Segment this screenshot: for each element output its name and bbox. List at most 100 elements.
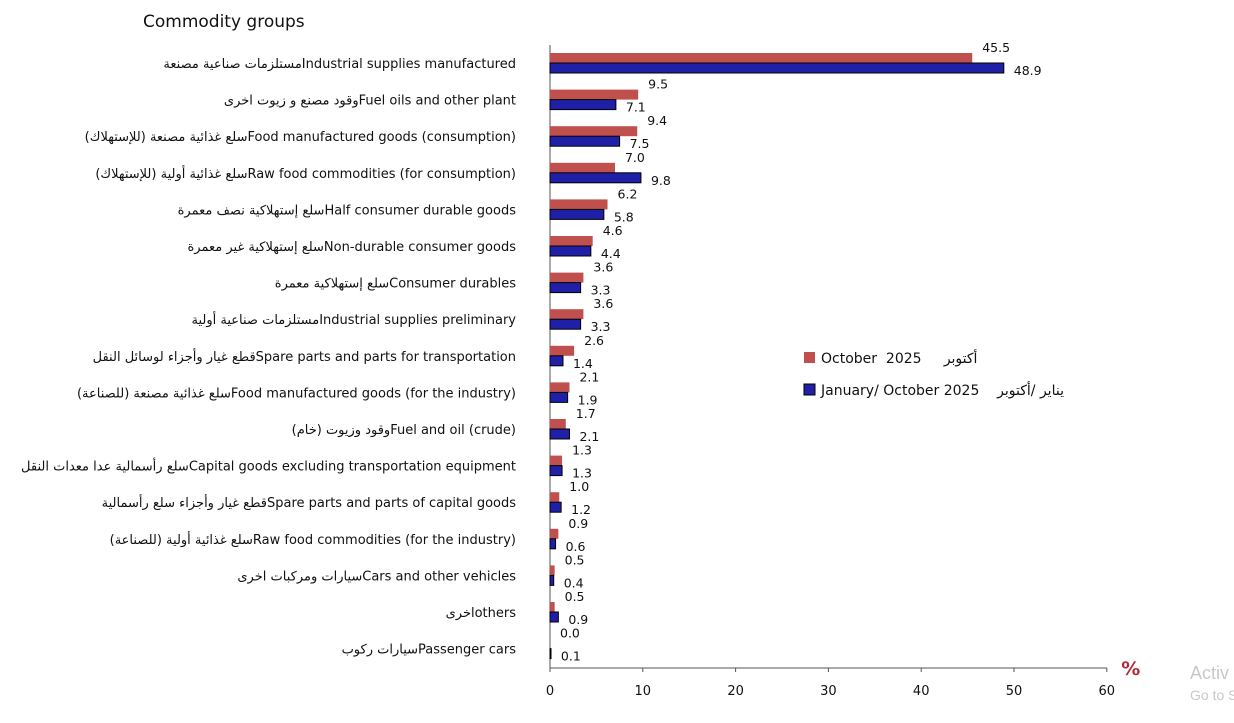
x-tick-label: 10 (635, 684, 652, 699)
value-label-october-2025: 0.5 (565, 589, 585, 604)
chart-title: Commodity groups (143, 12, 305, 32)
value-label-jan-oct-2025: 1.9 (578, 392, 598, 407)
value-label-jan-oct-2025: 2.1 (579, 429, 599, 444)
bar-jan-oct-2025 (549, 355, 564, 367)
value-label-jan-oct-2025: 1.3 (572, 466, 592, 481)
value-label-october-2025: 2.6 (584, 333, 604, 348)
legend-swatch (804, 352, 815, 363)
bar-jan-oct-2025 (549, 282, 582, 294)
category-label: سيارات ركوبPassenger cars (342, 643, 517, 658)
bar-october-2025 (550, 199, 608, 210)
x-tick-label: 40 (913, 684, 930, 699)
category-label: سلع غذائية أولية (للإستهلاك)Raw food com… (95, 165, 516, 182)
x-tick-label: 30 (820, 684, 837, 699)
category-label: سلع إستهلاكية غير معمرةNon-durable consu… (188, 240, 517, 255)
bar-jan-oct-2025 (549, 465, 563, 477)
bar-october-2025 (550, 528, 559, 539)
category-labels: مستلزمات صناعية مصنعةIndustrial supplies… (21, 57, 516, 658)
legend-label: October 2025 أكتوبر (821, 349, 978, 367)
bar-october-2025 (550, 492, 560, 503)
bar-october-2025 (550, 162, 615, 173)
value-label-jan-oct-2025: 0.1 (561, 649, 581, 664)
value-label-jan-oct-2025: 4.4 (601, 246, 621, 261)
bar-october-2025 (550, 345, 575, 356)
bar-october-2025 (550, 236, 593, 246)
bar-october-2025 (550, 309, 584, 320)
category-label: مستلزمات صناعية أوليةIndustrial supplies… (192, 311, 517, 328)
bar-october-2025 (550, 89, 639, 100)
value-label-jan-oct-2025: 0.6 (566, 539, 586, 554)
value-label-jan-oct-2025: 9.8 (651, 173, 671, 188)
value-label-october-2025: 9.4 (647, 113, 667, 128)
chart-bars: 45.548.99.57.19.47.57.09.86.25.84.64.43.… (549, 40, 1042, 664)
bar-october-2025 (550, 272, 584, 283)
category-label: اخرىothers (446, 606, 517, 621)
x-tick-label: 20 (727, 684, 744, 699)
value-label-october-2025: 6.2 (618, 186, 638, 201)
bar-jan-oct-2025 (549, 611, 559, 623)
x-tick-label: 50 (1006, 684, 1023, 699)
value-label-october-2025: 3.6 (593, 296, 613, 311)
activation-watermark-line2: Go to S (1190, 687, 1234, 703)
category-label: قطع غيار وأجزاء لوسائل النقلSpare parts … (93, 348, 516, 365)
legend-swatch (803, 383, 816, 396)
value-label-october-2025: 45.5 (982, 40, 1010, 55)
bar-jan-oct-2025 (549, 208, 605, 220)
category-label: سلع غذائية مصنعة (للإستهلاك)Food manufac… (85, 130, 516, 145)
value-label-october-2025: 9.5 (648, 77, 668, 92)
bar-jan-oct-2025 (549, 135, 621, 147)
value-label-october-2025: 1.0 (569, 479, 589, 494)
value-label-jan-oct-2025: 1.2 (571, 502, 591, 517)
value-label-october-2025: 1.3 (572, 443, 592, 458)
value-label-october-2025: 0.5 (565, 552, 585, 567)
category-label: وقود وزيوت (خام)Fuel and oil (crude) (292, 423, 516, 438)
bar-jan-oct-2025 (549, 501, 562, 513)
x-tick-label: 60 (1099, 684, 1116, 699)
bar-jan-oct-2025 (549, 538, 557, 550)
bar-jan-oct-2025 (549, 62, 1005, 74)
category-label: سلع إستهلاكية معمرةConsumer durables (275, 277, 516, 292)
legend-label: January/ October 2025 يناير /أكتوبر (820, 381, 1064, 399)
bar-jan-oct-2025 (549, 245, 592, 257)
bar-jan-oct-2025 (549, 648, 552, 660)
bar-jan-oct-2025 (549, 574, 555, 586)
value-label-jan-oct-2025: 48.9 (1014, 63, 1042, 78)
bar-october-2025 (550, 126, 638, 137)
bar-jan-oct-2025 (549, 428, 570, 440)
value-label-jan-oct-2025: 0.9 (568, 612, 588, 627)
value-label-jan-oct-2025: 5.8 (614, 209, 634, 224)
x-axis-unit-label: % (1121, 658, 1140, 680)
value-label-jan-oct-2025: 0.4 (564, 575, 584, 590)
bar-october-2025 (550, 53, 973, 63)
value-label-jan-oct-2025: 7.1 (626, 100, 646, 115)
value-label-october-2025: 3.6 (593, 260, 613, 275)
category-label: سلع رأسمالية عدا معدات النقلCapital good… (21, 458, 516, 475)
value-label-october-2025: 1.7 (576, 406, 596, 421)
category-label: سلع غذائية مصنعة (للصناعة)Food manufactu… (77, 386, 516, 401)
category-label: سلع إستهلاكية نصف معمرةHalf consumer dur… (178, 203, 517, 218)
value-label-jan-oct-2025: 3.3 (591, 319, 611, 334)
legend-item-october-2025: October 2025 أكتوبر (804, 349, 978, 367)
bar-jan-oct-2025 (549, 391, 569, 403)
value-label-october-2025: 0.0 (560, 626, 580, 641)
bar-october-2025 (550, 382, 570, 393)
bar-october-2025 (550, 419, 566, 429)
category-label: سلع غذائية أولية (للصناعة)Raw food commo… (110, 531, 516, 548)
chart-legend: October 2025 أكتوبر January/ October 2025… (803, 349, 1064, 399)
value-label-jan-oct-2025: 3.3 (591, 283, 611, 298)
activation-watermark-line1: Activ (1190, 663, 1230, 683)
category-label: سيارات ومركبات اخرىCars and other vehicl… (237, 569, 516, 584)
value-label-october-2025: 0.9 (568, 516, 588, 531)
category-label: قطع غيار وأجزاء سلع رأسماليةSpare parts … (102, 494, 517, 511)
bar-october-2025 (550, 602, 555, 612)
bar-jan-oct-2025 (549, 99, 617, 111)
bar-jan-oct-2025 (549, 318, 582, 330)
category-label: وقود مصنع و زيوت اخرىFuel oils and other… (224, 94, 516, 109)
value-label-jan-oct-2025: 1.4 (573, 356, 593, 371)
bar-october-2025 (550, 455, 563, 466)
value-label-october-2025: 7.0 (625, 150, 645, 165)
legend-item-jan-oct-2025: January/ October 2025 يناير /أكتوبر (803, 381, 1064, 399)
value-label-jan-oct-2025: 7.5 (630, 136, 650, 151)
x-tick-label: 0 (546, 684, 554, 699)
